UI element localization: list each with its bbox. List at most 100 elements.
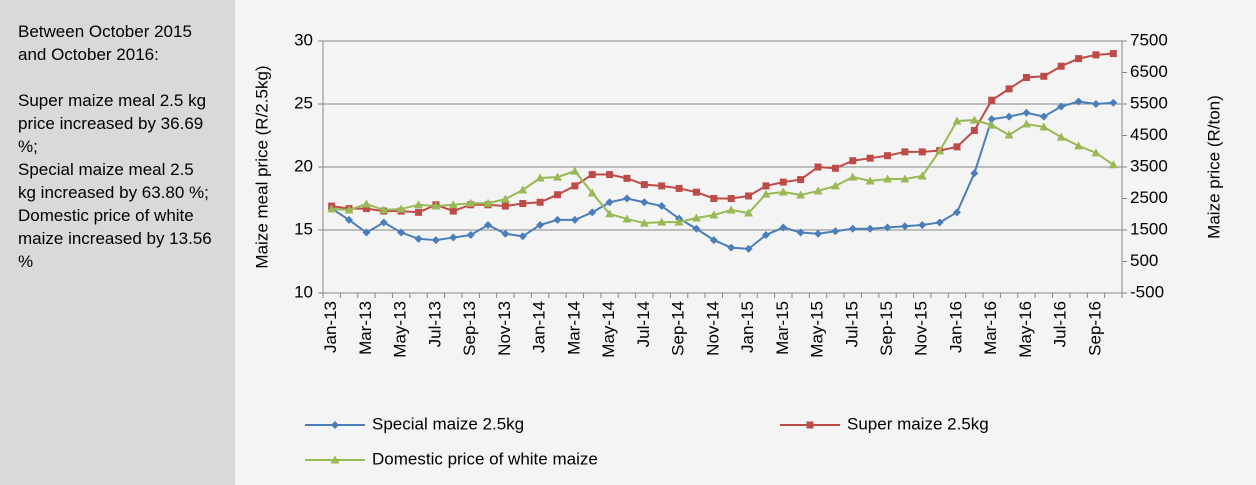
data-point — [831, 227, 840, 236]
data-point — [448, 200, 458, 209]
data-point — [379, 218, 388, 227]
data-point — [1057, 102, 1066, 111]
data-point — [762, 182, 770, 190]
data-point — [987, 115, 996, 124]
legend-marker — [331, 421, 339, 429]
data-point — [953, 143, 961, 151]
data-point — [570, 215, 579, 224]
data-point — [483, 198, 493, 207]
data-point — [1108, 160, 1118, 169]
data-point — [640, 198, 649, 207]
x-tick-label: Jul-13 — [425, 301, 444, 347]
data-point — [918, 220, 927, 229]
data-point — [1109, 50, 1117, 58]
data-point — [727, 195, 735, 202]
data-point — [587, 188, 597, 197]
y2-tick-label: 7500 — [1130, 30, 1168, 49]
data-point — [1039, 112, 1048, 121]
data-point — [639, 218, 649, 227]
data-point — [952, 116, 962, 125]
y2-tick-label: 2500 — [1130, 188, 1168, 207]
data-point — [797, 176, 805, 184]
series-line — [331, 100, 1114, 250]
data-point — [849, 157, 857, 165]
data-point — [1021, 119, 1031, 128]
series-line — [331, 119, 1114, 225]
panel-intro: Between October 2015 and October 2016: — [18, 22, 192, 64]
data-point — [1005, 112, 1014, 121]
y-tick-label: 30 — [294, 30, 313, 49]
data-point — [379, 205, 389, 214]
data-point — [640, 181, 648, 189]
data-point — [622, 214, 632, 223]
x-tick-label: Jul-14 — [634, 301, 653, 347]
x-tick-label: May-13 — [391, 301, 410, 358]
side-panel: Between October 2015 and October 2016: S… — [0, 0, 235, 485]
y2-tick-label: 1500 — [1130, 219, 1168, 238]
data-point — [657, 202, 666, 211]
data-point — [935, 146, 945, 155]
data-point — [691, 213, 701, 222]
data-point — [344, 205, 354, 214]
x-tick-label: Nov-13 — [495, 301, 514, 356]
data-point — [605, 198, 614, 207]
x-tick-label: Sep-14 — [669, 301, 688, 356]
x-tick-label: Sep-13 — [460, 301, 479, 356]
data-point — [553, 191, 561, 199]
data-point — [988, 96, 996, 104]
data-point — [1057, 62, 1065, 70]
y2-tick-label: 500 — [1130, 251, 1158, 270]
data-point — [327, 204, 337, 213]
panel-item: Domestic price of white maize increased … — [18, 206, 212, 271]
x-tick-label: Jul-15 — [842, 301, 861, 347]
legend-label: Domestic price of white maize — [372, 449, 598, 468]
data-point — [1074, 141, 1084, 150]
data-point — [1039, 122, 1049, 131]
panel-item: Special maize meal 2.5 kg increased by 6… — [18, 160, 209, 202]
data-point — [501, 229, 510, 238]
data-point — [831, 164, 839, 172]
data-point — [536, 220, 545, 229]
data-point — [466, 198, 476, 207]
data-point — [884, 152, 892, 160]
data-point — [552, 172, 562, 181]
data-point — [345, 215, 354, 224]
data-point — [796, 228, 805, 237]
data-point — [727, 243, 736, 252]
data-point — [1075, 55, 1083, 63]
data-point — [623, 174, 631, 182]
data-point — [1005, 85, 1013, 93]
data-point — [865, 176, 875, 185]
data-point — [1092, 51, 1100, 59]
data-point — [970, 126, 978, 134]
data-point — [900, 222, 909, 231]
data-point — [744, 244, 753, 253]
x-tick-label: Jan-15 — [738, 301, 757, 353]
data-point — [588, 171, 596, 179]
x-tick-label: Mar-15 — [773, 301, 792, 355]
x-tick-label: Jul-16 — [1051, 301, 1070, 347]
data-point — [761, 189, 771, 198]
x-tick-label: May-16 — [1016, 301, 1035, 358]
data-point — [952, 208, 961, 217]
data-point — [1022, 108, 1031, 117]
data-point — [553, 215, 562, 224]
y-axis-title: Maize meal price (R/2.5kg) — [252, 65, 271, 268]
data-point — [1004, 130, 1014, 139]
data-point — [1074, 97, 1083, 106]
data-point — [484, 220, 493, 229]
data-point — [397, 228, 406, 237]
data-point — [745, 192, 753, 200]
data-point — [414, 234, 423, 243]
data-point — [536, 198, 544, 206]
x-tick-label: May-15 — [808, 301, 827, 358]
legend-marker — [330, 455, 340, 464]
data-point — [501, 202, 509, 210]
data-point — [361, 199, 371, 208]
data-point — [848, 224, 857, 233]
data-point — [814, 163, 822, 171]
data-point — [779, 223, 788, 232]
y-tick-label: 15 — [294, 219, 313, 238]
data-point — [901, 148, 909, 156]
